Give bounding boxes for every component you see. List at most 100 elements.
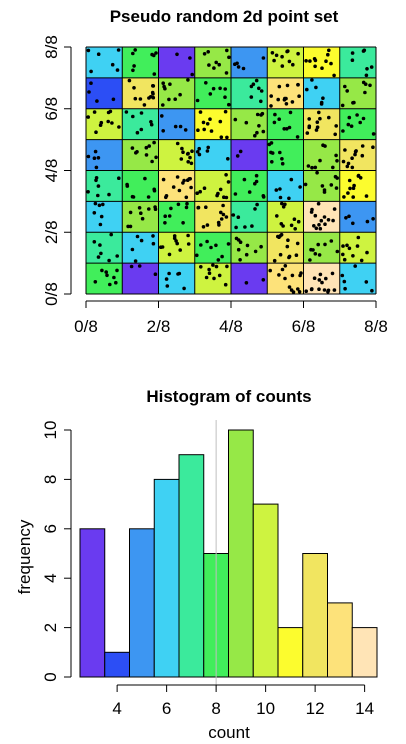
data-point [93, 280, 98, 284]
data-point [323, 222, 327, 226]
data-point [303, 182, 308, 187]
data-point [308, 59, 312, 63]
data-point [310, 287, 314, 291]
data-point [279, 232, 284, 237]
data-point [225, 135, 229, 140]
data-point [110, 121, 114, 125]
data-point [284, 102, 289, 106]
data-point [89, 69, 93, 74]
data-point [296, 51, 300, 56]
data-point [205, 223, 210, 227]
x-tick-label: 0/8 [74, 317, 98, 336]
y-tick-label: 0/8 [42, 282, 61, 306]
y-tick-label: 4 [41, 573, 60, 582]
data-point [290, 100, 295, 104]
data-point [218, 187, 223, 192]
data-point [92, 110, 97, 114]
data-point [221, 203, 225, 208]
data-point [115, 68, 120, 72]
grid-cell [86, 139, 123, 171]
histogram-xlabel: count [208, 723, 250, 742]
data-point [241, 66, 246, 71]
histogram-y-axis: 0 2 4 6 8 10 [41, 421, 72, 682]
data-point [335, 176, 340, 180]
data-point [350, 58, 355, 62]
data-point [318, 226, 323, 231]
data-point [223, 282, 228, 287]
data-point [324, 276, 328, 281]
data-point [343, 286, 347, 291]
data-point [181, 221, 185, 225]
data-point [308, 258, 312, 262]
grid-cell [122, 139, 159, 171]
data-point [204, 81, 208, 85]
data-point [178, 92, 182, 97]
histogram-bar [79, 528, 106, 678]
data-point [360, 153, 365, 158]
data-point [329, 183, 334, 187]
data-point [132, 86, 136, 90]
data-point [206, 145, 210, 150]
data-point [275, 214, 279, 218]
scatter-y-axis: 0/8 2/8 4/8 6/8 8/8 [42, 35, 72, 306]
data-point [223, 95, 227, 99]
y-tick-label: 2/8 [42, 220, 61, 244]
data-point [225, 48, 229, 53]
data-point [320, 184, 325, 188]
data-point [190, 72, 194, 77]
data-point [161, 81, 165, 85]
data-point [167, 271, 171, 276]
data-point [294, 253, 299, 257]
data-point [269, 150, 273, 155]
data-point [207, 63, 211, 67]
data-point [343, 84, 347, 89]
data-point [235, 154, 240, 158]
data-point [358, 120, 363, 125]
data-point [364, 280, 369, 284]
data-point [261, 56, 266, 60]
data-point [144, 153, 149, 157]
data-point [316, 242, 321, 247]
data-point [161, 177, 166, 182]
data-point [161, 129, 165, 133]
data-point [214, 243, 218, 248]
data-point [330, 271, 335, 276]
x-tick-label: 10 [256, 699, 275, 718]
data-point [99, 251, 103, 256]
data-point [313, 213, 318, 218]
data-point [151, 241, 156, 246]
data-point [276, 97, 281, 102]
grid-cell [122, 263, 159, 294]
data-point [370, 288, 374, 293]
data-point [198, 189, 202, 194]
data-point [97, 203, 102, 208]
data-point [321, 96, 325, 100]
grid-cell [86, 170, 123, 202]
histogram-chart: Histogram of counts 4 6 8 10 12 14 0 2 4 6 8 10 co… [15, 387, 378, 742]
data-point [350, 51, 355, 55]
data-point [189, 185, 193, 190]
data-point [139, 111, 144, 115]
data-point [189, 161, 194, 166]
data-point [272, 58, 276, 63]
data-point [249, 95, 254, 99]
data-point [216, 191, 220, 196]
data-point [316, 201, 321, 206]
scatter-grid [85, 46, 377, 295]
data-point [342, 257, 347, 262]
data-point [334, 124, 339, 128]
data-point [283, 202, 287, 207]
data-point [175, 52, 179, 57]
data-point [162, 84, 166, 89]
data-point [169, 206, 173, 211]
data-point [280, 54, 284, 59]
data-point [211, 86, 216, 91]
data-point [345, 243, 349, 248]
data-point [110, 62, 115, 67]
x-tick-label: 12 [306, 699, 325, 718]
data-point [238, 149, 243, 154]
data-point [186, 160, 190, 164]
data-point [287, 59, 292, 64]
grid-cell [122, 47, 159, 78]
data-point [181, 181, 185, 185]
